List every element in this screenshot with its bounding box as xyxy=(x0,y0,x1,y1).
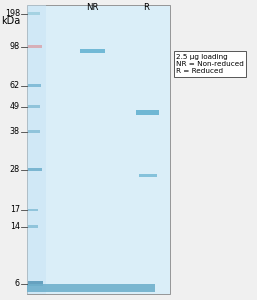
Text: 49: 49 xyxy=(10,102,20,111)
Text: NR: NR xyxy=(86,3,99,12)
Text: 2.5 μg loading
NR = Non-reduced
R = Reduced: 2.5 μg loading NR = Non-reduced R = Redu… xyxy=(176,54,244,74)
Bar xyxy=(27,4,170,294)
Text: 14: 14 xyxy=(10,222,20,231)
Bar xyxy=(28,45,42,48)
Bar xyxy=(27,4,46,294)
Text: 38: 38 xyxy=(10,128,20,136)
Bar xyxy=(28,84,41,87)
Bar xyxy=(80,49,105,53)
Bar xyxy=(28,105,40,108)
Bar xyxy=(28,225,38,228)
Text: 6: 6 xyxy=(15,279,20,288)
Text: 62: 62 xyxy=(10,81,20,90)
Bar xyxy=(28,281,43,286)
Text: 98: 98 xyxy=(10,42,20,51)
Bar xyxy=(139,174,157,177)
Bar xyxy=(28,12,40,15)
Bar xyxy=(27,284,155,292)
Bar xyxy=(28,167,42,171)
Bar xyxy=(136,110,159,115)
Text: 198: 198 xyxy=(5,9,20,18)
Text: kDa: kDa xyxy=(1,16,20,26)
Text: R: R xyxy=(143,3,150,12)
Bar xyxy=(28,130,40,134)
Bar xyxy=(28,209,38,211)
Text: 17: 17 xyxy=(10,206,20,214)
Text: 28: 28 xyxy=(10,165,20,174)
